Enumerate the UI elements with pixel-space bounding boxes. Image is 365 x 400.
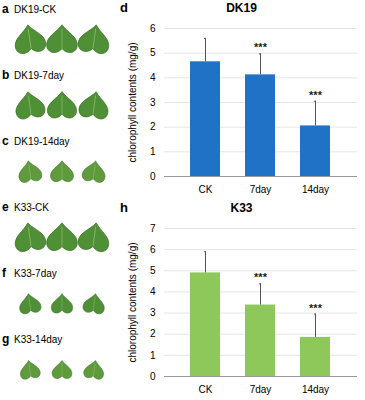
svg-text:2: 2 [150, 328, 156, 339]
svg-text:7: 7 [150, 223, 156, 234]
svg-text:c: c [2, 134, 9, 148]
svg-text:5: 5 [150, 47, 156, 58]
svg-text:6: 6 [150, 244, 156, 255]
svg-text:a: a [2, 2, 9, 16]
svg-text:1: 1 [150, 350, 156, 361]
svg-text:7day: 7day [250, 184, 272, 195]
svg-text:CK: CK [199, 184, 213, 195]
svg-text:chlorophyll contents (mg/g): chlorophyll contents (mg/g) [127, 242, 138, 362]
svg-text:***: *** [309, 302, 323, 314]
html-text:d: d [120, 0, 128, 15]
svg-text:2: 2 [150, 121, 156, 132]
svg-text:g: g [2, 332, 9, 346]
svg-text:14day: 14day [302, 384, 329, 395]
svg-text:5: 5 [150, 265, 156, 276]
svg-text:b: b [2, 68, 9, 82]
svg-text:4: 4 [150, 72, 156, 83]
svg-text:DK19-14day: DK19-14day [14, 136, 70, 147]
svg-text:3: 3 [150, 307, 156, 318]
html-text:h: h [120, 200, 128, 215]
svg-text:0: 0 [150, 371, 156, 382]
svg-text:e: e [2, 200, 9, 214]
svg-text:0: 0 [150, 171, 156, 182]
svg-text:chlorophyll contents (mg/g): chlorophyll contents (mg/g) [127, 42, 138, 162]
svg-text:CK: CK [199, 384, 213, 395]
svg-text:K33-7day: K33-7day [14, 268, 57, 279]
html-text:K33: K33 [230, 201, 253, 215]
svg-text:14day: 14day [302, 184, 329, 195]
svg-text:DK19-CK: DK19-CK [14, 4, 57, 15]
svg-text:***: *** [309, 89, 323, 101]
svg-text:1: 1 [150, 146, 156, 157]
svg-text:3: 3 [150, 97, 156, 108]
html-text:DK19: DK19 [226, 1, 257, 15]
svg-text:7day: 7day [250, 384, 272, 395]
svg-text:f: f [2, 266, 7, 280]
svg-text:***: *** [254, 271, 268, 283]
svg-text:K33-CK: K33-CK [14, 202, 49, 213]
svg-text:K33-14day: K33-14day [14, 334, 62, 345]
svg-text:DK19-7day: DK19-7day [14, 70, 64, 81]
svg-text:***: *** [254, 41, 268, 53]
svg-text:4: 4 [150, 286, 156, 297]
svg-text:6: 6 [150, 23, 156, 34]
